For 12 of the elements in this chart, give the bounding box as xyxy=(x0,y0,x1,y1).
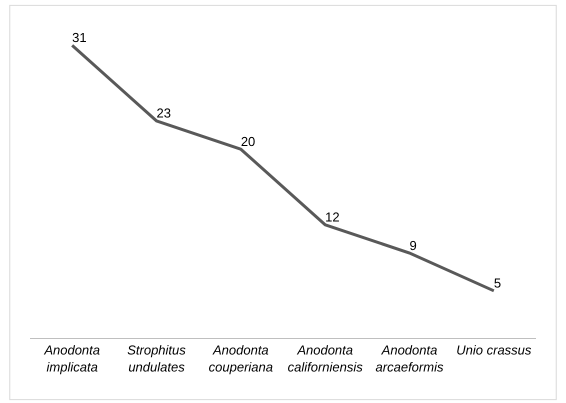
x-tick-label: Strophitus undulates xyxy=(127,342,186,374)
data-label: 5 xyxy=(494,276,502,291)
data-label: 31 xyxy=(72,30,87,46)
x-tick-label: Anodonta couperiana xyxy=(208,342,273,374)
x-tick-label: Unio crassus xyxy=(456,342,532,358)
data-label: 9 xyxy=(410,238,417,253)
data-label: 23 xyxy=(156,106,171,121)
data-label: 20 xyxy=(240,134,256,149)
x-tick-label: Anodonta implicata xyxy=(43,342,100,374)
x-tick-label: Anodonta arcaeformis xyxy=(376,342,444,374)
x-tick-label: Anodonta californiensis xyxy=(288,342,364,374)
data-label: 12 xyxy=(325,209,340,224)
